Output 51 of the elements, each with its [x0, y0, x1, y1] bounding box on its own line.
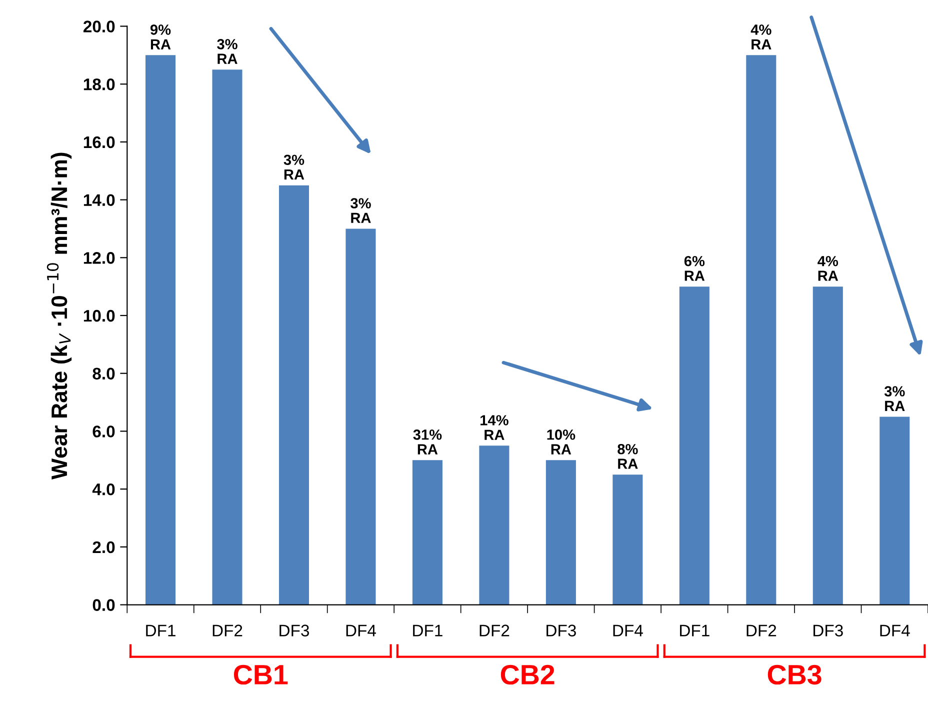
x-tick-label: DF2 [480, 624, 510, 636]
y-tick-label: 4.0 [92, 483, 115, 496]
x-tick-label: DF2 [212, 624, 242, 636]
annotation: 3% RA [284, 154, 304, 180]
x-tick-label: DF4 [346, 624, 376, 636]
bar [880, 416, 910, 605]
annotation: 3% RA [217, 38, 238, 64]
x-tick-label: DF1 [680, 624, 710, 636]
bar [212, 70, 242, 605]
bar [346, 228, 376, 605]
y-tick-label: 18.0 [84, 78, 115, 90]
x-tick-label: DF4 [880, 624, 910, 636]
annotation: 3% RA [350, 198, 371, 223]
y-tick-label: 6.0 [92, 426, 115, 438]
x-tick-label: DF3 [814, 624, 843, 636]
y-tick-label: 10.0 [84, 310, 115, 322]
bar [278, 185, 309, 605]
y-tick-label: 8.0 [92, 368, 115, 380]
y-tick-label: 16.0 [84, 136, 115, 148]
bar [145, 55, 176, 605]
y-axis-title: Wear Rate (k$_{V}$ ·10$^{−10}$ mm³/N·m) [46, 152, 72, 480]
bar [679, 286, 710, 605]
bar [479, 446, 510, 605]
y-tick-label: 12.0 [84, 252, 115, 264]
text: CB3 [768, 664, 822, 685]
x-tick-label: DF3 [546, 624, 576, 636]
annotation: 31% RA [413, 430, 442, 454]
annotation: 10% RA [547, 430, 576, 454]
annotation: 3% RA [884, 386, 905, 411]
x-tick-label: DF4 [613, 624, 643, 636]
bar [546, 460, 576, 605]
annotation: 14% RA [480, 415, 508, 440]
y-tick-label: 2.0 [92, 541, 115, 554]
text: CB2 [500, 664, 554, 685]
bar [412, 460, 442, 605]
bar [746, 55, 776, 605]
y-tick-label: 20.0 [83, 20, 115, 32]
x-tick-label: DF3 [280, 624, 309, 636]
text: CB1 [234, 664, 288, 685]
bar [612, 474, 643, 605]
annotation: 6% RA [684, 256, 705, 281]
x-tick-label: DF1 [413, 624, 442, 636]
annotation: 8% RA [618, 444, 638, 469]
y-tick-label: 14.0 [84, 194, 115, 206]
y-tick-label: 0.0 [92, 599, 115, 611]
annotation: 9% RA [150, 24, 171, 50]
x-tick-label: DF2 [746, 624, 776, 636]
x-tick-label: DF1 [146, 624, 176, 636]
annotation: 4% RA [750, 24, 772, 50]
annotation: 4% RA [818, 256, 838, 281]
bar [812, 286, 843, 605]
